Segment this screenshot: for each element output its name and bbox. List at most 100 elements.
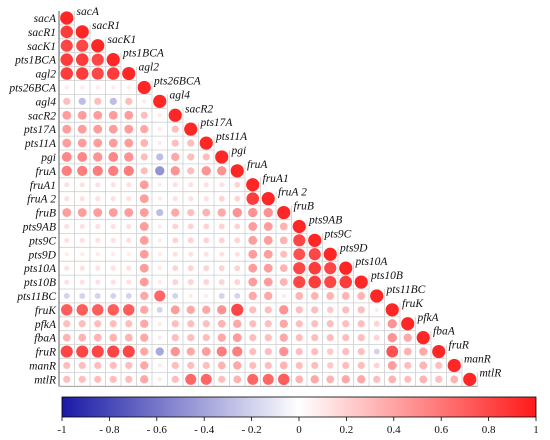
corr-circle-manR-pts17A	[187, 361, 195, 370]
diagonal-label-agl2: agl2	[139, 62, 160, 74]
corr-circle-fruK-pts10B	[357, 306, 365, 314]
row-label-manR: manR	[29, 360, 56, 372]
corr-circle-pts10B-sacA	[64, 279, 70, 285]
corr-circle-pgi-agl4	[156, 153, 164, 161]
corr-circle-pfkA-sacR2	[171, 320, 179, 328]
corr-circle-mtlR-pts10A	[341, 375, 350, 384]
corr-circle-pts9D-agl4	[157, 252, 162, 257]
colorbar-tick-label: -1	[57, 424, 66, 436]
corr-circle-pts17A-pts1BCA	[108, 124, 118, 134]
corr-circle-manR-fruB	[279, 361, 288, 370]
corr-circle-pts10A-fruB	[279, 264, 288, 273]
corr-circle-pts9D-fruA1	[248, 249, 258, 259]
corr-circle-pts9AB-sacK1	[95, 223, 101, 230]
corr-circle-pts9C-sacR1	[79, 237, 85, 243]
diagonal-label-pts17A: pts17A	[200, 117, 234, 129]
corr-circle-pts9AB-sacR2	[172, 223, 179, 230]
colorbar-tick-label: 0.8	[482, 424, 496, 436]
corr-circle-fruK-agl2	[123, 304, 135, 316]
corr-circle-fruR-pts11BC	[373, 348, 380, 355]
corr-circle-fruA1-sacR1	[79, 182, 85, 188]
diagonal-label-pts1BCA: pts1BCA	[122, 48, 165, 60]
corr-circle-manR-pts9AB	[295, 361, 303, 370]
corr-circle-pts9D-pts9C	[308, 248, 321, 261]
corr-circle-fruK-pts11BC	[374, 307, 379, 312]
colorbar-tick-label: - 0.4	[194, 424, 215, 436]
corr-circle-fruK-pts10A	[342, 306, 350, 314]
corr-circle-pts9D-sacA	[64, 252, 69, 257]
diagonal-label-sacR1: sacR1	[92, 20, 120, 32]
corr-circle-fruA2-sacA	[64, 196, 70, 202]
corr-circle-mtlR-pgi	[218, 375, 226, 383]
diagonal-label-fruB: fruB	[294, 201, 314, 213]
corr-circle-pts9C-pts11A	[203, 237, 210, 244]
corr-circle-pts10A-sacR2	[172, 265, 179, 272]
corr-circle-sacR2-sacR1	[77, 110, 87, 120]
corr-circle-pts9D-agl2	[126, 252, 131, 257]
corr-circle-fruA2-fruA2	[261, 192, 275, 206]
corr-circle-pts9C-pts9AB	[293, 234, 306, 247]
corr-circle-pts10B-pts17A	[187, 279, 194, 285]
corr-circle-mtlR-sacA	[63, 375, 71, 383]
corr-circle-fbaA-pts26BCA	[140, 333, 149, 342]
corr-circle-fruB-sacA	[62, 208, 72, 217]
corr-circle-fruB-agl4	[156, 208, 164, 217]
corr-circle-fruR-agl2	[122, 345, 135, 358]
corr-circle-sacR2-pts1BCA	[108, 110, 118, 120]
corr-circle-pts10A-pts10A	[339, 261, 353, 275]
corr-circle-fruB-fruA2	[263, 207, 273, 218]
corr-circle-pts17A-agl2	[124, 124, 134, 134]
corr-circle-manR-fbaA	[419, 361, 428, 370]
corr-circle-fbaA-fruA	[232, 333, 242, 343]
corr-circle-pfkA-pts9D	[326, 320, 334, 328]
corr-circle-pgi-pts1BCA	[108, 152, 119, 162]
corr-circle-fruR-fruR	[432, 344, 446, 359]
corr-circle-pts11BC-pts26BCA	[140, 291, 149, 301]
corr-circle-pfkA-fruB	[279, 319, 288, 328]
corr-circle-pts11BC-fruB	[281, 293, 286, 299]
corr-circle-fruR-sacR1	[76, 345, 89, 358]
corr-circle-pts11BC-sacK1	[94, 293, 101, 299]
corr-circle-pgi-pts17A	[187, 153, 195, 161]
corr-circle-pts11BC-pts1BCA	[110, 293, 117, 299]
corr-circle-manR-pts1BCA	[109, 361, 117, 370]
corr-circle-fruB-fruA1	[248, 207, 258, 218]
corr-circle-pts26BCA-sacA	[64, 85, 69, 90]
corr-circle-pts9AB-fruB	[279, 222, 288, 231]
corr-circle-pts17A-pts26BCA	[140, 124, 149, 134]
row-label-pts10A: pts10A	[23, 263, 57, 275]
corr-circle-fruA2-agl2	[126, 196, 132, 202]
corr-circle-pts10B-pts9C	[308, 275, 322, 289]
corr-circle-fruB-pts11A	[202, 208, 211, 217]
row-label-pts11BC: pts11BC	[16, 291, 56, 303]
corr-circle-fruA2-agl4	[157, 196, 162, 201]
corr-circle-pts9C-sacR2	[172, 237, 179, 244]
corr-circle-fruR-fruA1	[249, 347, 257, 356]
corr-circle-pts9D-sacR1	[80, 252, 85, 257]
row-label-fbaA: fbaA	[34, 333, 57, 345]
corr-circle-fruB-fruA	[232, 207, 242, 218]
diagonal-label-pts9D: pts9D	[339, 242, 368, 254]
corr-circle-pts10B-pts9D	[324, 275, 337, 289]
corr-circle-pts11BC-pts17A	[188, 293, 193, 299]
corr-circle-pfkA-pts11BC	[373, 320, 380, 327]
corr-circle-pts10A-agl4	[157, 266, 162, 271]
colorbar-gradient	[61, 396, 537, 418]
corr-circle-fruB-sacR1	[77, 208, 87, 217]
corr-circle-pts11BC-agl4	[154, 290, 166, 302]
corr-circle-fbaA-fruK	[387, 332, 397, 343]
corr-circle-pts17A-sacR2	[171, 125, 179, 133]
corr-circle-pts26BCA-pts1BCA	[111, 85, 116, 90]
corr-circle-sacR2-sacK1	[93, 110, 103, 120]
corr-circle-fruB-pts17A	[187, 208, 195, 217]
corr-circle-agl4-pts1BCA	[109, 97, 117, 105]
corr-circle-fruA-sacA	[61, 165, 72, 176]
corr-circle-pts11BC-pts10A	[341, 292, 350, 300]
corr-circle-mtlR-fruK	[388, 375, 397, 384]
corr-circle-pts9C-fruB	[279, 236, 288, 245]
diagonal-label-sacR2: sacR2	[185, 103, 213, 115]
corr-circle-fruK-sacR2	[170, 305, 180, 315]
corr-circle-fruA1-pts1BCA	[110, 182, 116, 188]
corr-circle-pts9AB-fruA1	[248, 222, 258, 231]
corr-circle-manR-manR	[447, 358, 461, 373]
